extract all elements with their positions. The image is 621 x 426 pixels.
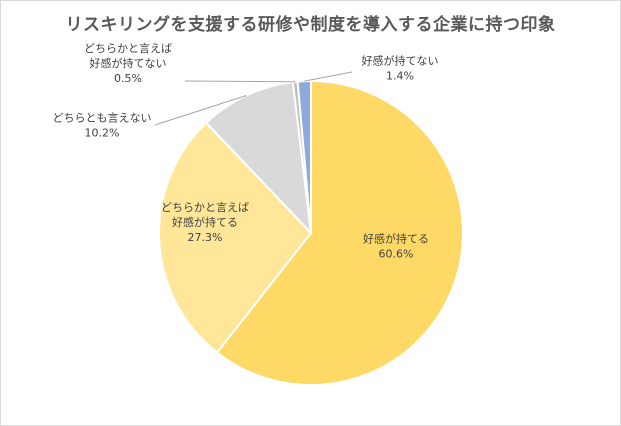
data-label-category-0: 好感が持てる: [363, 232, 429, 246]
pie-slice-0: [215, 79, 464, 386]
leader-line-2: [154, 95, 247, 126]
data-label-category-2: どちらとも言えない: [53, 112, 152, 125]
chart-title: リスキリングを支援する研修や制度を導入する企業に持つ印象: [65, 15, 556, 35]
data-label-category-1: 好感が持てる: [172, 215, 238, 229]
leader-line-3: [184, 80, 296, 83]
data-label-value-1: 27.3%: [188, 231, 223, 244]
data-label-category-3: 好感が持てない: [90, 56, 167, 70]
data-label-category-1: どちらかと言えば: [161, 201, 249, 214]
data-label-category-3: どちらかと言えば: [84, 42, 172, 55]
leader-line-4: [304, 71, 353, 82]
data-label-value-0: 60.6%: [379, 248, 414, 261]
data-label-category-4: 好感が持てない: [362, 54, 439, 68]
pie-slice-1: [158, 121, 313, 354]
data-label-value-4: 1.4%: [386, 70, 414, 83]
data-label-value-3: 0.5%: [114, 72, 142, 85]
data-label-value-2: 10.2%: [85, 127, 120, 140]
